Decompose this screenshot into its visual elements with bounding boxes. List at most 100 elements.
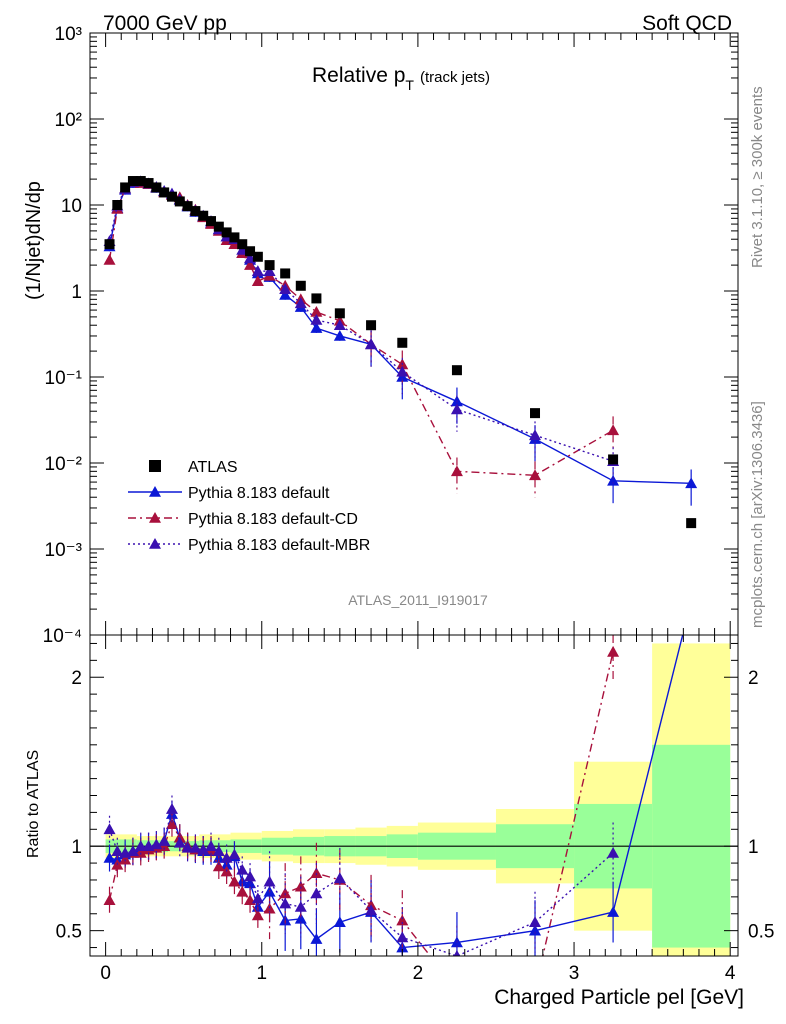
ratio-marker [294, 901, 307, 912]
ratio-marker [244, 870, 257, 882]
y-axis-title-main: (1/Njet)dN/dp [23, 181, 45, 300]
ratio-marker [189, 841, 202, 853]
series-marker [607, 474, 620, 486]
atlas-data-point [245, 246, 256, 257]
ratio-marker [119, 853, 132, 865]
ratio-marker [103, 823, 116, 835]
x-axis-tick-labels: 0 1 2 3 4 [100, 963, 736, 984]
ratio-marker [173, 836, 186, 848]
ratio-marker [126, 845, 139, 857]
y-tick-label: 10 [61, 196, 82, 217]
ratio-marker [333, 872, 346, 884]
x-tick-label: 3 [569, 963, 580, 984]
atlas-data-point [334, 308, 345, 319]
plot-title-sub: T [405, 77, 414, 93]
ratio-marker [607, 906, 620, 917]
atlas-data-point [104, 239, 115, 250]
series-marker [333, 319, 346, 331]
series-marker [103, 253, 116, 265]
ratio-marker [205, 840, 218, 851]
ratio-marker [197, 843, 210, 855]
atlas-data-point [182, 201, 193, 212]
series-marker [279, 288, 292, 300]
ratio-marker [607, 846, 620, 858]
ratio-marker [103, 852, 116, 863]
ratio-marker [134, 840, 147, 851]
atlas-data-point [221, 227, 232, 238]
ratio-marker [279, 897, 292, 909]
ratio-marker [165, 803, 178, 814]
atlas-data-point [127, 176, 138, 187]
y-tick-label: 10⁻¹ [45, 368, 83, 389]
series-marker [294, 297, 307, 309]
plot-title: Relative pT (track jets) [312, 64, 490, 93]
atlas-data-point [213, 221, 224, 232]
energy-label: 7000 GeV pp [103, 12, 227, 35]
ratio-data-layer [90, 635, 738, 956]
ratio-marker [236, 863, 249, 875]
legend-marker [149, 512, 161, 523]
ratio-marker [181, 841, 194, 853]
ratio-marker [165, 818, 178, 830]
series-marker [450, 403, 463, 415]
series-line-2 [108, 180, 614, 462]
atlas-data-point [397, 337, 408, 348]
legend-label: ATLAS [188, 459, 238, 476]
y-axis-title-main-text: (1/Njet)dN/dp [23, 181, 45, 300]
ratio-marker [365, 904, 378, 916]
series-line-1 [108, 181, 614, 476]
legend-symbol-data [149, 460, 161, 472]
ratio-marker [310, 867, 323, 879]
atlas-data-point [135, 176, 146, 187]
main-panel: 10⁻⁴ 10⁻³ 10⁻² 10⁻¹ 1 10 10² 10³ Relative pT (tr… [43, 24, 739, 647]
series-marker [251, 275, 264, 287]
y-tick-label: 10⁻⁴ [43, 626, 82, 647]
series-marker [263, 265, 276, 276]
ratio-marker [333, 916, 346, 928]
ratio-y-tick-label-right: 1 [748, 837, 759, 858]
ratio-uncertainty-bands [105, 643, 731, 956]
x-axis-title: Charged Particle pel [GeV] [494, 986, 744, 1009]
atlas-data-point [366, 320, 377, 331]
ratio-axis-ticks: 0.5 0.5 1 1 2 2 [56, 635, 774, 956]
legend-marker [149, 486, 161, 497]
ratio-marker [244, 877, 257, 889]
series-marker [310, 314, 323, 325]
legend-marker [149, 538, 161, 549]
legend-label: Pythia 8.183 default [188, 485, 330, 502]
ratio-panel: 0.5 0.5 1 1 2 2 [56, 634, 774, 957]
ratio-marker [310, 887, 323, 899]
atlas-data-point [229, 232, 240, 243]
ratio-marker [212, 860, 225, 872]
x-tick-label: 0 [100, 963, 111, 984]
atlas-data-point [120, 182, 131, 193]
atlas-data-point [112, 200, 123, 210]
atlas-data-point [686, 518, 697, 529]
y-tick-label: 10⁻² [45, 454, 83, 475]
atlas-data-point [166, 191, 177, 202]
atlas-data-point [295, 280, 306, 291]
ratio-marker [310, 933, 323, 944]
series-marker [450, 465, 463, 477]
plot-title-paren: (track jets) [420, 69, 490, 86]
ratio-marker [212, 845, 225, 857]
ratio-marker [103, 894, 116, 906]
ratio-marker [396, 914, 409, 926]
ratio-marker [529, 916, 542, 928]
ratio-marker [251, 892, 264, 904]
atlas-data-point [143, 178, 154, 189]
series-marker [685, 477, 698, 489]
legend-label: Pythia 8.183 default-CD [188, 511, 358, 528]
ratio-marker [251, 909, 264, 921]
ratio-marker [294, 880, 307, 892]
ratio-marker [158, 835, 171, 846]
atlas-data-point [311, 293, 322, 304]
series-marker [607, 424, 620, 436]
ratio-marker [607, 645, 620, 657]
ratio-marker [220, 852, 233, 863]
analysis-id-label: ATLAS_2011_I919017 [348, 592, 488, 608]
x-tick-label: 2 [413, 963, 424, 984]
rivet-version-label: Rivet 3.1.10, ≥ 300k events [749, 86, 766, 268]
ratio-marker [263, 875, 276, 887]
